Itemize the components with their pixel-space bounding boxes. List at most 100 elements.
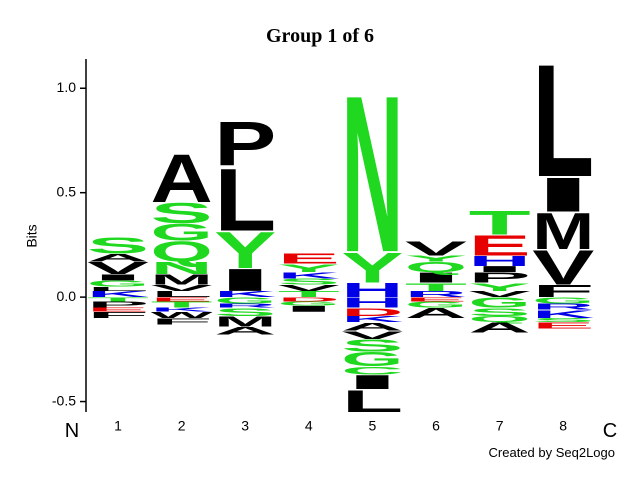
- logo-letter: G: [87, 279, 149, 289]
- logo-letter: G: [151, 219, 213, 246]
- logo-letter: G: [278, 300, 340, 306]
- logo-letter: V: [532, 241, 594, 295]
- logo-letter: F: [87, 310, 149, 320]
- x-tick-label: 5: [369, 418, 377, 434]
- logo-letter: D: [341, 306, 403, 319]
- logo-letter: V: [341, 329, 403, 342]
- logo-letter: K: [341, 315, 403, 325]
- logo-letter: Q: [405, 259, 467, 275]
- logo-letter: M: [532, 202, 594, 260]
- logo-letter: T: [278, 289, 340, 299]
- logo-letter: I: [532, 168, 594, 222]
- y-tick-label: 0.0: [57, 288, 77, 304]
- logo-letter: Y: [341, 244, 403, 292]
- logo-letter: D: [278, 296, 340, 302]
- logo-letter: S: [532, 317, 594, 323]
- logo-letter: A: [87, 251, 149, 264]
- logo-letter: V: [405, 238, 467, 260]
- logo-letter: H: [469, 253, 531, 269]
- logo-letter: G: [214, 296, 276, 306]
- logo-letter: K: [151, 307, 213, 313]
- logo-letter: M: [151, 272, 213, 288]
- logo-letter: L: [532, 32, 594, 211]
- x-tick-label: 1: [114, 418, 122, 434]
- logo-letter: E: [405, 296, 467, 302]
- logo-letter: I: [87, 273, 149, 283]
- y-tick-label: 1.0: [57, 79, 77, 95]
- logo-letter: L: [87, 286, 149, 292]
- x-tick-label: 7: [496, 418, 504, 434]
- x-tick-label: 8: [559, 418, 567, 434]
- logo-letter: S: [214, 306, 276, 319]
- credit: Created by Seq2Logo: [489, 445, 615, 460]
- chart-title: Group 1 of 6: [266, 25, 374, 47]
- logo-letter: H: [341, 295, 403, 311]
- logo-letter: F: [151, 317, 213, 327]
- x-tick-label: 2: [178, 418, 186, 434]
- logo-letter: K: [87, 289, 149, 299]
- logo-letter: E: [469, 229, 531, 261]
- logo-letter: G: [532, 296, 594, 306]
- logo-letter: C: [341, 364, 403, 377]
- logo-letter: S: [278, 277, 340, 287]
- logo-letter: G: [469, 295, 531, 311]
- logo-letter: K: [532, 308, 594, 321]
- logo-letter: T: [405, 281, 467, 294]
- logo-letter: G: [405, 300, 467, 310]
- logo-letter: K: [214, 289, 276, 299]
- logo-letter: E: [87, 307, 149, 313]
- logo-letter: Y: [405, 254, 467, 264]
- logo-letter: R: [214, 302, 276, 308]
- logo-letter: W: [151, 310, 213, 320]
- logo-letter: T: [151, 300, 213, 310]
- logo-letter: V: [469, 289, 531, 299]
- logo-letter: A: [341, 320, 403, 333]
- logo-letter: N: [151, 259, 213, 278]
- logo-letter: Y: [469, 281, 531, 294]
- logo-letter: Y: [278, 262, 340, 275]
- logo-letter: M: [214, 314, 276, 330]
- logo-letter: A: [405, 305, 467, 321]
- x-tick-label: 4: [305, 418, 313, 434]
- logo-letter: P: [87, 300, 149, 310]
- logo-letter: K: [278, 271, 340, 281]
- logo-letter: V: [151, 283, 213, 293]
- logo-letter: S: [341, 336, 403, 355]
- logo-letter: I: [341, 371, 403, 393]
- logo-letter: P: [469, 270, 531, 286]
- logo-letter: T: [87, 296, 149, 302]
- y-axis-label: Bits: [24, 224, 40, 247]
- logo-letter: L: [214, 150, 276, 250]
- logo-letter: S: [87, 233, 149, 259]
- x-tick-label: 3: [241, 418, 249, 434]
- logo-letter: I: [278, 304, 340, 314]
- logo-letter: S: [151, 197, 213, 229]
- logo-letter: Y: [214, 221, 276, 279]
- logo-letter: N: [341, 48, 403, 298]
- logo-letter: E: [278, 251, 340, 267]
- logo-letter: G: [341, 348, 403, 370]
- logo-letter: A: [151, 140, 213, 217]
- logo-letter: Q: [469, 315, 531, 325]
- logo-letter: R: [405, 289, 467, 299]
- logo-letter: E: [151, 296, 213, 302]
- logo-letter: I: [405, 270, 467, 286]
- c-terminus-label: C: [603, 420, 617, 442]
- n-terminus-label: N: [65, 420, 79, 442]
- logo-letter: A: [469, 320, 531, 336]
- logo-letter: A: [214, 325, 276, 338]
- logo-letter: L: [341, 384, 403, 419]
- logo-letter: H: [341, 279, 403, 301]
- logo-letter: P: [214, 108, 276, 179]
- y-tick-label: -0.5: [52, 392, 76, 408]
- logo-letter: V: [87, 259, 149, 278]
- logo-letter: T: [469, 203, 531, 242]
- y-tick-label: 0.5: [57, 183, 77, 199]
- logo-letter: I: [214, 262, 276, 297]
- logo-letter: R: [532, 302, 594, 312]
- logo-letter: F: [532, 282, 594, 301]
- x-tick-label: 6: [432, 418, 440, 434]
- logo-letter: V: [278, 283, 340, 293]
- logo-letter: Q: [151, 236, 213, 268]
